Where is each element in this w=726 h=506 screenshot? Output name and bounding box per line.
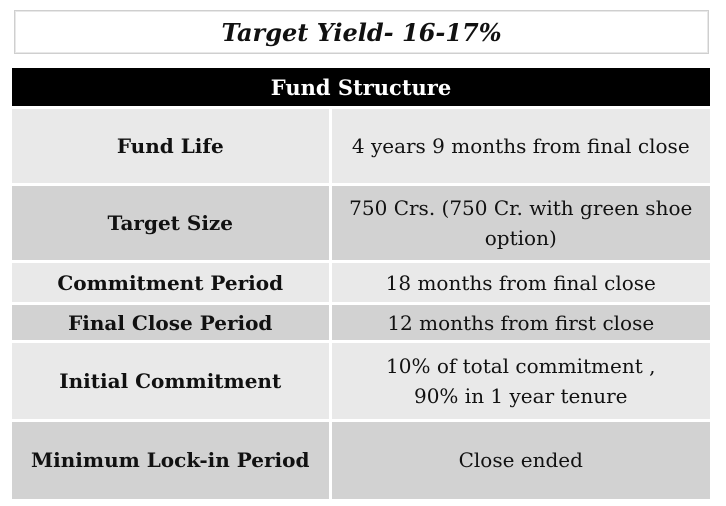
table-row-target-size: Target Size 750 Crs. (750 Cr. with green… bbox=[12, 184, 711, 263]
table-title: Fund Structure bbox=[12, 68, 711, 109]
row-value: 10% of total commitment , 90% in 1 year … bbox=[330, 341, 711, 422]
row-value: 4 years 9 months from final close bbox=[330, 107, 711, 186]
table-row-final-close-period: Final Close Period 12 months from first … bbox=[12, 303, 711, 343]
target-yield-banner: Target Yield- 16-17% bbox=[14, 10, 709, 54]
row-value-line: 90% in 1 year tenure bbox=[413, 384, 628, 408]
table-row-commitment-period: Commitment Period 18 months from final c… bbox=[12, 261, 711, 305]
row-label: Target Size bbox=[12, 184, 332, 263]
table-row-minimum-lock-in: Minimum Lock-in Period Close ended bbox=[12, 420, 711, 499]
row-label: Fund Life bbox=[12, 107, 332, 186]
row-label: Initial Commitment bbox=[12, 341, 332, 422]
row-value: Close ended bbox=[330, 420, 711, 499]
table-row-fund-life: Fund Life 4 years 9 months from final cl… bbox=[12, 107, 711, 186]
row-value: 12 months from first close bbox=[330, 303, 711, 343]
row-value-line: 10% of total commitment , bbox=[386, 354, 656, 378]
fund-structure-table: Fund Structure Fund Life 4 years 9 month… bbox=[12, 68, 711, 499]
row-value: 18 months from final close bbox=[330, 261, 711, 305]
table-row-initial-commitment: Initial Commitment 10% of total commitme… bbox=[12, 341, 711, 422]
target-yield-text: Target Yield- 16-17% bbox=[221, 17, 502, 47]
row-label: Final Close Period bbox=[12, 303, 332, 343]
row-value: 750 Crs. (750 Cr. with green shoe option… bbox=[330, 184, 711, 263]
row-label: Minimum Lock-in Period bbox=[12, 420, 332, 499]
row-label: Commitment Period bbox=[12, 261, 332, 305]
table-header-row: Fund Structure bbox=[12, 68, 711, 109]
